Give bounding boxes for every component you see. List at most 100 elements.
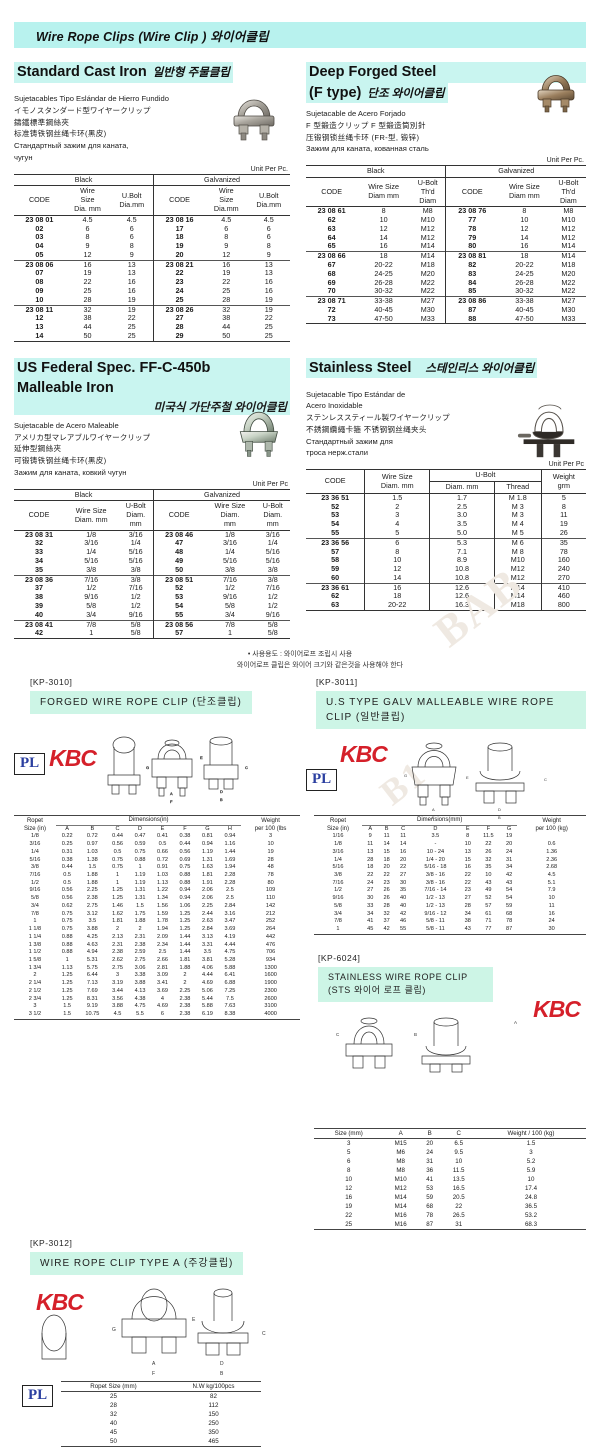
row-value: 1.5	[88, 864, 97, 871]
table-row: 3/8 22 22 27 3/8 - 16 22 10 42 4.5	[314, 872, 586, 880]
stainless-clip-drawing: C B A	[336, 1017, 517, 1073]
row-value: 3/8 - 16	[425, 872, 445, 879]
table-row: 25 M16 87 31 68.3	[314, 1219, 586, 1230]
table-row: 62 10 M10 77 10 M10	[327, 215, 576, 225]
row-size: 32	[110, 1410, 117, 1418]
table-row: 63 12 M12 78 12 M12	[327, 223, 576, 234]
row-value: 0.97	[86, 841, 98, 848]
table-row: 7/8 41 37 46 5/8 - 11 38 71 78 24	[314, 918, 586, 926]
row-value: 0.56	[112, 841, 123, 848]
row-value: 1.25	[179, 918, 191, 925]
row-value: 31	[505, 856, 513, 863]
row-size: 3/4	[334, 910, 342, 917]
row-value: 3.56	[112, 995, 123, 1002]
row-size: 1/8	[31, 833, 39, 840]
row-value: 4.38	[134, 995, 146, 1002]
row-value: 18	[367, 864, 374, 871]
row-value: 1.75	[134, 910, 146, 917]
row-value: M10	[394, 1175, 407, 1183]
row-value: 1.88	[86, 872, 98, 879]
row-value: 1.03	[86, 848, 98, 855]
row-value: M8	[396, 1166, 405, 1174]
row-value: 3.69	[157, 987, 168, 994]
unit-label: Unit Per Pc.	[250, 165, 288, 173]
row-value: 0.66	[157, 848, 168, 855]
row-value: 10	[485, 872, 492, 879]
table-row: 1/4 0.31 1.03 0.5 0.75 0.66 0.56 1.19 1.44 19	[14, 849, 300, 857]
row-value: 150	[208, 1410, 219, 1418]
kp-block-3011: [KP-3011] U.S TYPE GALV MALLEABLE WIRE R…	[300, 671, 586, 730]
row-value: 1.44	[179, 933, 191, 940]
row-value: 6.88	[224, 980, 236, 987]
row-value: 1.5	[526, 1139, 536, 1147]
table-row: 3/8 0.44 1.5 0.75 1 0.91 0.75 1.63 1.94 48	[14, 864, 300, 872]
row-value: 4.19	[224, 933, 236, 940]
row-value: 4.44	[224, 941, 236, 948]
row-value: 33	[367, 902, 374, 909]
row-value: 20.5	[452, 1193, 465, 1201]
row-value: 1.25	[61, 980, 73, 987]
row-value: 2.31	[134, 933, 146, 940]
row-value: 2.31	[112, 941, 123, 948]
row-value: 22	[485, 841, 492, 848]
table-row: 1/2 27 26 35 7/16 - 14 23 49 54 7.9	[314, 887, 586, 895]
row-value: 1	[138, 864, 142, 871]
row-value: 14	[400, 841, 407, 848]
row-value: 0.56	[61, 895, 73, 902]
row-value: 30	[400, 879, 407, 886]
col-code: CODE	[14, 500, 65, 531]
svg-text:F: F	[170, 799, 173, 804]
row-value: 1.31	[134, 895, 146, 902]
row-value: 24	[367, 879, 374, 886]
svg-text:A: A	[170, 791, 173, 796]
col-ubolt: U-Bolt Diam. mm	[255, 500, 290, 531]
row-value: 6.44	[86, 972, 98, 979]
col-d: D	[137, 825, 143, 832]
row-value: 32	[485, 856, 492, 863]
col-rope-size: Ropet Size (in)	[14, 815, 56, 834]
table-row: 32 150	[61, 1410, 261, 1419]
row-value: 34	[464, 910, 471, 917]
table-row: 6 M8 31 10 5.2	[314, 1157, 586, 1166]
row-value: 0.69	[179, 856, 191, 863]
kbc-logo: KBC	[340, 741, 388, 768]
col-wire-size: Wire Size Dia.mm	[205, 185, 248, 216]
col-c: C	[115, 825, 120, 832]
col-ubolt-group: U-Bolt	[429, 469, 542, 483]
table-row: 5/16 18 20 22 5/16 - 18 16 35 34 2.68	[314, 864, 586, 872]
row-value: 1.81	[179, 956, 191, 963]
row-size: 2	[33, 972, 37, 979]
row-value: 10	[464, 841, 471, 848]
table-row: 12 38 22 27 38 22	[35, 313, 273, 324]
pl-badge: PL	[14, 753, 46, 776]
unit-label: Unit Per Pc.	[546, 157, 584, 165]
col-b: B	[384, 825, 389, 832]
table-row: 67 20-22 M18 82 20-22 M18	[327, 259, 576, 270]
row-size: 22	[345, 1211, 353, 1219]
table-row: 23 08 01 4.5 4.5 23 08 16 4.5 4.5	[25, 214, 274, 225]
table-row: 1/2 0.5 1.88 1 1.19 1.13 0.88 1.91 2.28 80	[14, 880, 300, 888]
row-size: 10	[345, 1175, 353, 1183]
row-value: -	[434, 841, 437, 848]
catalog-page: BAB B1 Wire Rope Clips (Wire Clip ) 와이어클…	[0, 22, 600, 1447]
product-description: Sujetacable de Acero Forjado F 型鍛造クリップ F…	[306, 109, 429, 154]
table-row: 1/8 11 14 14 - 10 22 20 0.6	[314, 841, 586, 849]
table-row: 25 82	[61, 1391, 261, 1401]
row-size: 5	[346, 1148, 351, 1156]
row-value: 1.88	[134, 918, 146, 925]
row-value: 1.13	[157, 879, 168, 886]
row-value: 1.44	[179, 941, 191, 948]
row-size: 40	[110, 1419, 117, 1427]
table-row: 23 08 61 8 M8 23 08 76 8 M8	[317, 206, 574, 217]
row-value: 0.75	[61, 910, 73, 917]
table-row: 1 1/2 0.88 4.94 2.38 2.59 2.5 1.44 3.5 4.75 706	[14, 949, 300, 957]
product-standard-cast-iron: Standard Cast Iron 일반형 주물클립 Sujetacables …	[14, 62, 300, 342]
product-header: Deep Forged Steel (F type) 단조 와이어클립	[306, 62, 586, 113]
row-value: 4.5	[547, 872, 556, 879]
kbc-logo: KBC	[533, 995, 581, 1022]
row-value: 4.44	[202, 972, 213, 979]
pl-badge: PL	[306, 769, 338, 792]
table-row: 13 44 25 28 44 25	[35, 322, 273, 332]
dimensions-table-kp3011: Ropet Size (in) Dimensions(mm) Weight per …	[314, 815, 586, 935]
row-value: 2.38	[86, 895, 98, 902]
